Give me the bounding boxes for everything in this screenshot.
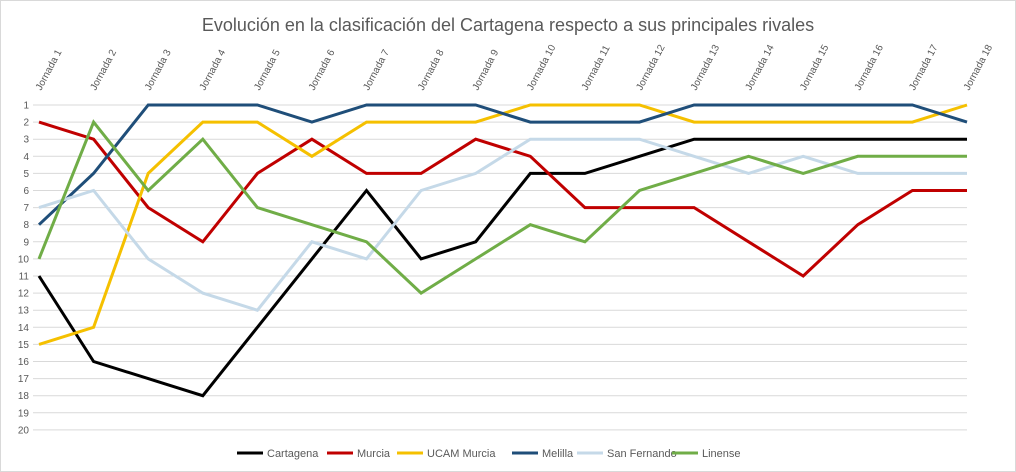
legend-label: Melilla — [542, 448, 574, 460]
legend-label: San Fernando — [607, 448, 677, 460]
y-tick-label: 15 — [18, 340, 30, 351]
legend-item: UCAM Murcia — [397, 448, 496, 460]
x-tick-label: Jornada 13 — [689, 43, 722, 93]
x-tick-label: Jornada 15 — [798, 43, 831, 93]
x-tick-label: Jornada 3 — [143, 48, 174, 93]
y-tick-label: 7 — [23, 203, 29, 214]
x-tick-label: Jornada 11 — [580, 43, 613, 92]
legend-label: Murcia — [357, 448, 391, 460]
series-line-linense — [37, 119, 967, 295]
legend-item: San Fernando — [577, 448, 677, 460]
legend-label: Cartagena — [267, 448, 319, 460]
legend-item: Murcia — [327, 448, 391, 460]
x-tick-label: Jornada 2 — [89, 48, 120, 93]
x-tick-label: Jornada 5 — [252, 48, 283, 93]
x-tick-label: Jornada 12 — [634, 43, 667, 93]
x-tick-label: Jornada 18 — [962, 43, 995, 93]
x-tick-label: Jornada 10 — [525, 43, 558, 93]
series-line-cartagena — [37, 137, 967, 398]
y-tick-label: 10 — [18, 254, 30, 265]
x-tick-label: Jornada 9 — [471, 48, 502, 93]
y-tick-label: 8 — [23, 220, 29, 231]
series-line-melilla — [37, 103, 968, 226]
series-line-murcia — [38, 120, 967, 278]
legend-label: UCAM Murcia — [427, 448, 496, 460]
y-tick-label: 5 — [23, 169, 29, 180]
y-tick-label: 4 — [23, 152, 29, 163]
legend-item: Melilla — [512, 448, 574, 460]
y-tick-label: 16 — [18, 357, 30, 368]
x-tick-label: Jornada 6 — [307, 48, 338, 93]
y-tick-label: 3 — [23, 135, 29, 146]
y-tick-label: 17 — [18, 374, 30, 385]
y-tick-label: 9 — [23, 237, 29, 248]
x-tick-label: Jornada 17 — [907, 43, 940, 93]
chart-title: Evolución en la clasificación del Cartag… — [201, 15, 815, 35]
x-tick-label: Jornada 4 — [198, 48, 229, 93]
y-tick-label: 18 — [18, 391, 30, 402]
y-tick-label: 14 — [18, 323, 30, 334]
y-tick-label: 2 — [23, 118, 29, 129]
legend-label: Linense — [702, 448, 741, 460]
legend-item: Linense — [672, 448, 741, 460]
y-tick-label: 12 — [18, 289, 30, 300]
y-tick-label: 1 — [23, 101, 29, 112]
y-tick-label: 19 — [18, 408, 30, 419]
series-line-san-fernando — [38, 137, 967, 312]
y-tick-label: 13 — [18, 306, 30, 317]
x-tick-label: Jornada 1 — [34, 48, 65, 93]
y-tick-label: 20 — [18, 425, 30, 436]
x-tick-label: Jornada 8 — [416, 48, 447, 93]
y-tick-label: 11 — [19, 272, 30, 283]
y-tick-label: 6 — [23, 186, 29, 197]
x-tick-label: Jornada 7 — [361, 48, 392, 93]
x-tick-label: Jornada 16 — [853, 43, 886, 93]
legend-item: Cartagena — [237, 448, 319, 460]
x-tick-label: Jornada 14 — [744, 43, 777, 93]
